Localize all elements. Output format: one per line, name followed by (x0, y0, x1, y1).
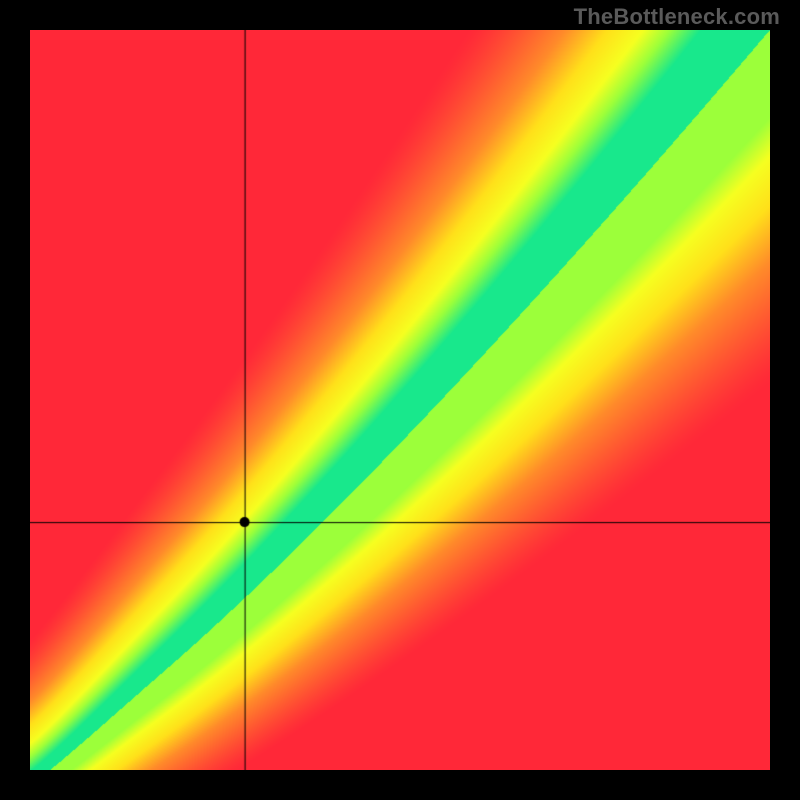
chart-container: TheBottleneck.com (0, 0, 800, 800)
watermark-text: TheBottleneck.com (574, 4, 780, 30)
heatmap-canvas (30, 30, 770, 770)
heatmap-plot (30, 30, 770, 770)
